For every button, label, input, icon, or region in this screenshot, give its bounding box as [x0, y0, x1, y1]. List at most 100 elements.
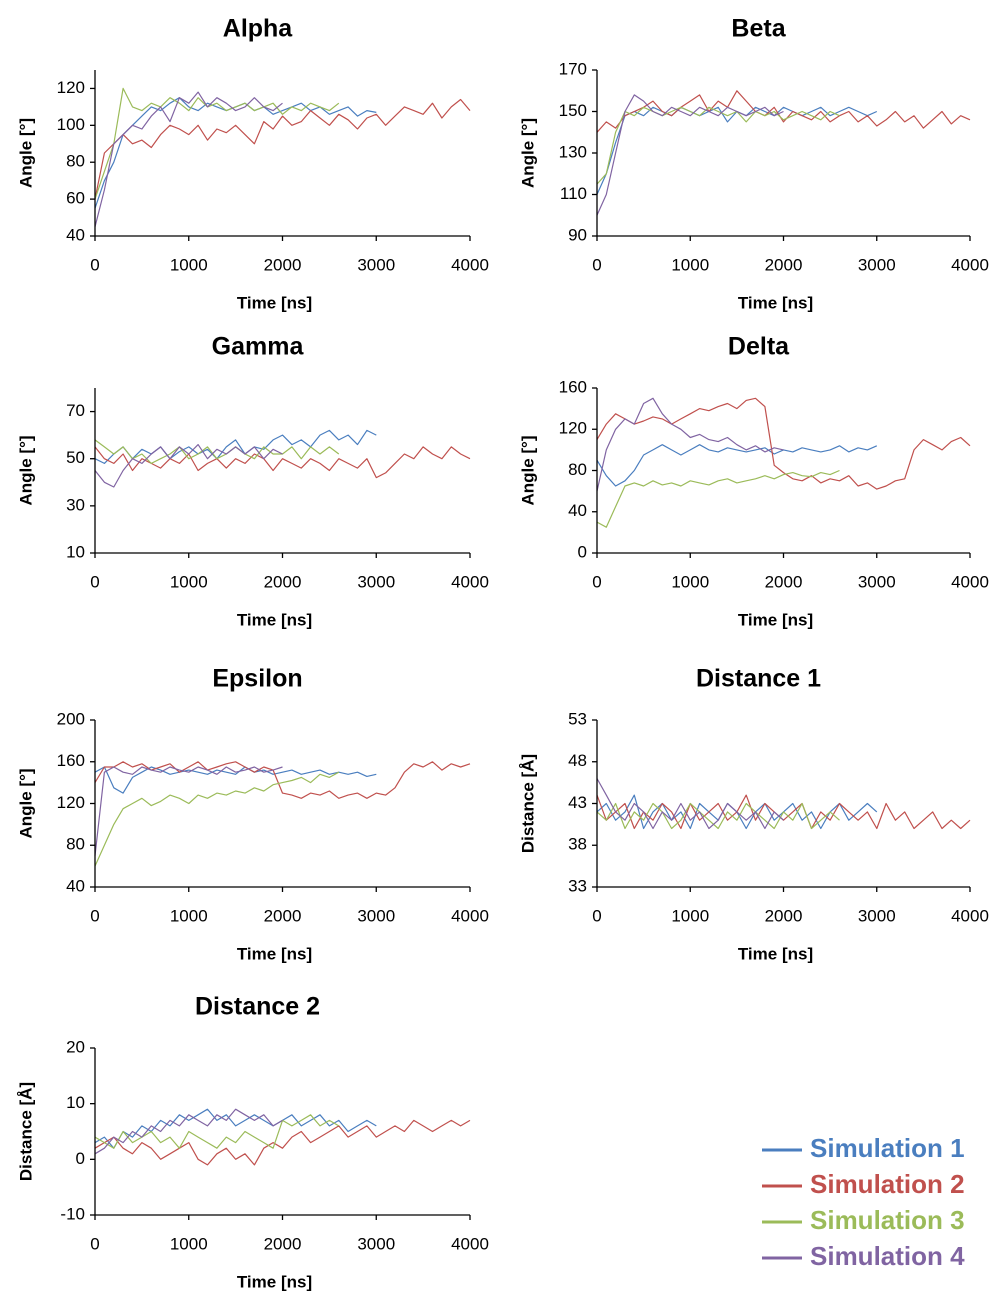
x-axis-label: Time [ns] — [738, 944, 813, 963]
series-line — [94, 766, 377, 794]
series-line — [94, 446, 471, 479]
panel: Delta 0 40 80 120 160 0 1000 2000 3000 4000 Time [n… — [518, 333, 988, 630]
y-tick-label: 30 — [66, 495, 85, 514]
y-tick-label: 80 — [66, 152, 85, 171]
panel-title: Delta — [728, 333, 790, 361]
y-tick-label: 130 — [559, 142, 587, 161]
x-tick-label: 0 — [592, 906, 601, 925]
y-tick-label: 40 — [66, 876, 85, 895]
x-tick-label: 0 — [90, 572, 99, 591]
x-tick-label: 4000 — [951, 255, 989, 274]
x-tick-label: 2000 — [765, 572, 803, 591]
y-tick-label: 48 — [568, 751, 587, 770]
y-axis-label: Distance [Å] — [16, 1082, 35, 1181]
x-tick-label: 3000 — [357, 255, 395, 274]
series-line — [94, 87, 340, 200]
y-tick-label: 38 — [568, 835, 587, 854]
y-tick-label: 160 — [559, 377, 587, 396]
panel-title: Beta — [731, 15, 786, 43]
panel-title: Distance 1 — [696, 665, 821, 693]
x-tick-label: 4000 — [951, 572, 989, 591]
series-line — [94, 771, 340, 867]
x-tick-label: 1000 — [671, 906, 709, 925]
y-tick-label: 53 — [568, 709, 587, 728]
y-tick-label: 200 — [57, 709, 85, 728]
x-tick-label: 4000 — [451, 572, 489, 591]
series-line — [596, 397, 784, 492]
y-axis-label: Angle [°] — [16, 118, 35, 188]
legend-label: Simulation 3 — [810, 1205, 965, 1235]
series-line — [596, 444, 878, 487]
x-tick-label: 1000 — [671, 255, 709, 274]
x-tick-label: 0 — [90, 1234, 99, 1253]
y-tick-label: -10 — [60, 1204, 85, 1223]
x-tick-label: 0 — [592, 255, 601, 274]
y-tick-label: 0 — [578, 542, 587, 561]
panel: Distance 1 33 38 43 48 53 0 1000 2000 3000 4000 Tim… — [518, 665, 988, 964]
x-axis-label: Time [ns] — [237, 1272, 312, 1291]
legend-label: Simulation 4 — [810, 1241, 965, 1271]
x-tick-label: 2000 — [264, 572, 302, 591]
x-tick-label: 2000 — [765, 906, 803, 925]
y-tick-label: 20 — [66, 1037, 85, 1056]
x-tick-label: 4000 — [451, 1234, 489, 1253]
x-tick-label: 1000 — [170, 1234, 208, 1253]
legend-label: Simulation 2 — [810, 1169, 965, 1199]
series-line — [94, 1114, 340, 1149]
x-tick-label: 4000 — [451, 255, 489, 274]
y-tick-label: 70 — [66, 401, 85, 420]
x-tick-label: 2000 — [264, 255, 302, 274]
y-tick-label: 110 — [560, 184, 587, 203]
y-axis-label: Angle [°] — [16, 435, 35, 505]
x-tick-label: 4000 — [451, 906, 489, 925]
series-line — [596, 397, 971, 490]
panel: Beta 90 110 130 150 170 0 1000 2000 3000 4000 Time … — [518, 15, 988, 313]
series-line — [94, 1108, 283, 1155]
series-line — [94, 91, 283, 227]
series-line — [596, 106, 840, 185]
x-tick-label: 3000 — [858, 906, 896, 925]
x-tick-label: 0 — [90, 255, 99, 274]
y-tick-label: 80 — [66, 835, 85, 854]
x-tick-label: 0 — [90, 906, 99, 925]
series-line — [94, 444, 283, 488]
panel: Gamma 10 30 50 70 0 1000 2000 3000 4000 Time [ns] A… — [16, 333, 488, 630]
series-line — [596, 90, 971, 133]
y-tick-label: 150 — [559, 101, 587, 120]
series-line — [94, 1108, 377, 1149]
panel: Distance 2 -10 0 10 20 0 1000 2000 3000 4000 Time … — [16, 993, 488, 1292]
y-tick-label: 60 — [66, 189, 85, 208]
x-tick-label: 2000 — [765, 255, 803, 274]
y-axis-label: Angle [°] — [518, 435, 537, 505]
y-tick-label: 100 — [57, 115, 85, 134]
y-tick-label: 120 — [559, 419, 587, 438]
series-line — [94, 97, 377, 209]
x-tick-label: 3000 — [357, 572, 395, 591]
x-axis-label: Time [ns] — [738, 610, 813, 629]
series-line — [596, 778, 784, 830]
panel-title: Epsilon — [212, 665, 302, 693]
y-tick-label: 40 — [568, 501, 587, 520]
y-tick-label: 170 — [559, 59, 587, 78]
y-tick-label: 0 — [76, 1149, 85, 1168]
x-tick-label: 3000 — [357, 1234, 395, 1253]
x-tick-label: 3000 — [858, 255, 896, 274]
x-tick-label: 1000 — [170, 906, 208, 925]
y-tick-label: 120 — [57, 78, 85, 97]
series-line — [596, 106, 878, 195]
legend: Simulation 1 Simulation 2 Simulation 3 Simu… — [762, 1133, 965, 1271]
x-tick-label: 2000 — [264, 1234, 302, 1253]
x-tick-label: 1000 — [671, 572, 709, 591]
y-tick-label: 80 — [568, 460, 587, 479]
y-axis-label: Angle [°] — [16, 768, 35, 838]
x-tick-label: 2000 — [264, 906, 302, 925]
x-axis-label: Time [ns] — [237, 293, 312, 312]
y-tick-label: 10 — [66, 542, 85, 561]
y-tick-label: 160 — [57, 751, 85, 770]
legend-label: Simulation 1 — [810, 1133, 965, 1163]
x-tick-label: 3000 — [357, 906, 395, 925]
panel: Alpha 40 60 80 100 120 0 1000 2000 3000 4000 Time [… — [16, 15, 488, 313]
panel-title: Gamma — [212, 333, 305, 361]
